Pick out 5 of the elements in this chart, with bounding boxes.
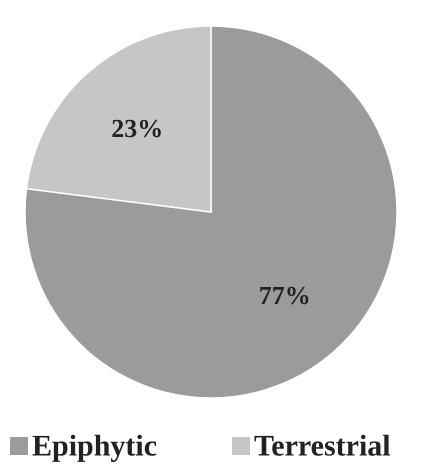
legend-label: Terrestrial	[254, 430, 391, 462]
data-label: 23%	[111, 114, 164, 143]
data-label: 77%	[258, 281, 311, 310]
pie-slice	[24, 25, 398, 399]
legend-label: Epiphytic	[32, 430, 158, 462]
